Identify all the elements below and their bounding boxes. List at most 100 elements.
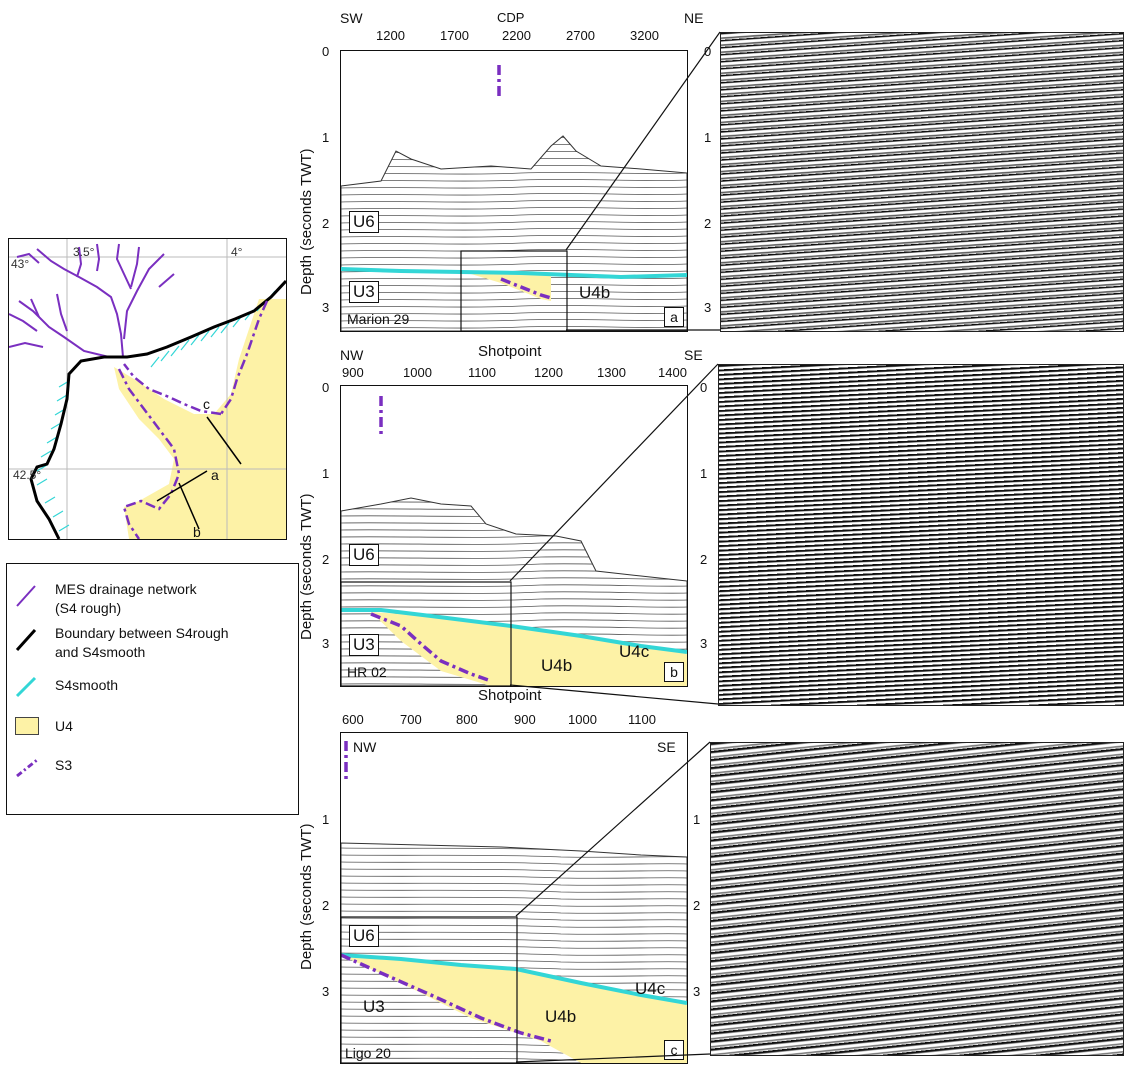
panel-c-ytick-right-1: 1 bbox=[693, 812, 701, 827]
s3-lines-map bbox=[117, 300, 269, 539]
panel-b-s3 bbox=[370, 612, 492, 683]
panel-b-ytick-3: 3 bbox=[322, 636, 330, 651]
legend-text-drainage: MES drainage network (S4 rough) bbox=[55, 581, 197, 616]
panel-c-ytick-3: 3 bbox=[322, 984, 330, 999]
legend-text-u4: U4 bbox=[55, 718, 73, 734]
lat-label-425: 42.5° bbox=[13, 468, 42, 482]
panel-c-xtick-600: 600 bbox=[342, 712, 364, 727]
legend-text-s4smooth: S4smooth bbox=[55, 677, 119, 693]
legend-swatch-drainage bbox=[16, 585, 36, 607]
panel-a-u4-fill bbox=[461, 271, 551, 301]
panel-b-xtick-1000: 1000 bbox=[403, 365, 432, 380]
panel-a-ytick-3: 3 bbox=[322, 300, 330, 315]
panel-b-tag: b bbox=[664, 662, 684, 682]
panel-b-xtick-1200: 1200 bbox=[534, 365, 563, 380]
panel-a-dir-right: NE bbox=[684, 10, 704, 26]
panel-c-ytick-1: 1 bbox=[322, 812, 330, 827]
legend-swatch-u4 bbox=[15, 717, 39, 735]
panel-c-unit-u4b: U4b bbox=[545, 1007, 577, 1026]
panel-a-dir-left: SW bbox=[340, 10, 363, 26]
panel-a-tag: a bbox=[664, 307, 684, 327]
lon-label-35: 3.5° bbox=[73, 245, 95, 259]
panel-b-unit-u4c: U4c bbox=[619, 642, 650, 661]
legend-text-s3: S3 bbox=[55, 757, 73, 773]
panel-a-axis-title: CDP bbox=[497, 10, 525, 25]
panel-c-xtick-700: 700 bbox=[400, 712, 422, 727]
panel-a-ytick-1: 1 bbox=[322, 130, 330, 145]
panel-a-ytick-right-1: 1 bbox=[704, 130, 712, 145]
panel-c-xtick-800: 800 bbox=[456, 712, 478, 727]
panel-a-ytick-right-2: 2 bbox=[704, 216, 712, 231]
panel-b-zoom-box bbox=[341, 581, 512, 686]
panel-b-ytick-1: 1 bbox=[322, 466, 330, 481]
panel-a-ytick-right-3: 3 bbox=[704, 300, 712, 315]
panel-b-ytick-right-0: 0 bbox=[700, 380, 708, 395]
panel-a-unit-u6: U6 bbox=[349, 211, 379, 233]
panel-b-ytick-right-2: 2 bbox=[700, 552, 708, 567]
legend-swatch-boundary bbox=[15, 628, 37, 652]
panel-b-svg bbox=[341, 396, 687, 686]
ylabel-panel-b: Depth (seconds TWT) bbox=[298, 493, 315, 640]
panel-a-section: U6 U3 U4b Marion 29 a bbox=[340, 50, 688, 332]
profile-lines bbox=[156, 416, 242, 530]
panel-b-dir-left: NW bbox=[340, 347, 364, 363]
panel-c-ytick-right-3: 3 bbox=[693, 984, 701, 999]
profile-line-a bbox=[156, 470, 208, 502]
location-map: 43° 42.5° 3.5° 4° a b c bbox=[8, 238, 287, 540]
profile-label-c: c bbox=[203, 396, 210, 412]
panel-b-xtick-1400: 1400 bbox=[658, 365, 687, 380]
ylabel-panel-c: Depth (seconds TWT) bbox=[298, 823, 315, 970]
panel-c-dir-right: SE bbox=[657, 739, 676, 755]
panel-b-unit-u4b: U4b bbox=[541, 656, 573, 675]
panel-b-section: U6 U3 U4b U4c HR 02 b bbox=[340, 385, 688, 687]
panel-c-name: Ligo 20 bbox=[345, 1045, 391, 1061]
panel-c-svg bbox=[341, 741, 687, 1063]
panel-b-ytick-2: 2 bbox=[322, 552, 330, 567]
profile-label-b: b bbox=[193, 524, 201, 540]
panel-b-seismic bbox=[718, 364, 1124, 706]
panel-a-ytick-0: 0 bbox=[322, 44, 330, 59]
panel-b-xtick-900: 900 bbox=[342, 365, 364, 380]
panel-b-ytick-right-3: 3 bbox=[700, 636, 708, 651]
lat-label-43: 43° bbox=[11, 257, 30, 271]
lon-label-4: 4° bbox=[231, 245, 243, 259]
panel-a-xtick-1700: 1700 bbox=[440, 28, 469, 43]
panel-a-unit-u3: U3 bbox=[349, 281, 379, 303]
profile-line-b bbox=[178, 482, 200, 530]
legend-swatch-s4smooth bbox=[15, 676, 37, 698]
panel-b-ytick-right-1: 1 bbox=[700, 466, 708, 481]
panel-a-xtick-3200: 3200 bbox=[630, 28, 659, 43]
panel-b-xtick-1300: 1300 bbox=[597, 365, 626, 380]
panel-c-ytick-right-2: 2 bbox=[693, 898, 701, 913]
panel-a-xtick-1200: 1200 bbox=[376, 28, 405, 43]
panel-c-unit-u4c: U4c bbox=[635, 979, 666, 998]
panel-a-zoom-box bbox=[460, 250, 568, 331]
panel-c-unit-u6: U6 bbox=[349, 925, 379, 947]
panel-b-axis-title: Shotpoint bbox=[478, 343, 542, 360]
panel-c-section: NW SE U6 U3 U4b U4c Ligo 20 c bbox=[340, 732, 688, 1064]
panel-c-zoom-box bbox=[341, 916, 518, 1063]
legend-text-boundary: Boundary between S4rough and S4smooth bbox=[55, 625, 229, 660]
panel-c-s3 bbox=[341, 953, 552, 1043]
panel-a-ytick-right-0: 0 bbox=[704, 44, 712, 59]
panel-c-tag: c bbox=[664, 1040, 684, 1060]
panel-a-s4smooth bbox=[341, 267, 687, 280]
panel-a-xtick-2700: 2700 bbox=[566, 28, 595, 43]
panel-b-ytick-0: 0 bbox=[322, 380, 330, 395]
panel-c-xtick-1100: 1100 bbox=[628, 712, 656, 727]
legend-swatch-s3 bbox=[16, 758, 38, 778]
panel-c-xtick-900: 900 bbox=[514, 712, 536, 727]
panel-c-xtick-1000: 1000 bbox=[568, 712, 597, 727]
panel-c-dir-left: NW bbox=[353, 739, 377, 755]
panel-c-u4-fill bbox=[341, 955, 687, 1063]
ylabel-panel-a: Depth (seconds TWT) bbox=[298, 148, 315, 295]
panel-b-name: HR 02 bbox=[347, 664, 387, 680]
panel-c-s4smooth bbox=[341, 953, 687, 1005]
panel-a-svg bbox=[341, 65, 687, 331]
profile-line-c bbox=[206, 416, 242, 465]
panel-a-s3 bbox=[500, 277, 552, 300]
panel-c-axis-title: Shotpoint bbox=[478, 687, 542, 704]
panel-a-xtick-2200: 2200 bbox=[502, 28, 531, 43]
panel-a-ytick-2: 2 bbox=[322, 216, 330, 231]
map-svg bbox=[9, 239, 286, 539]
